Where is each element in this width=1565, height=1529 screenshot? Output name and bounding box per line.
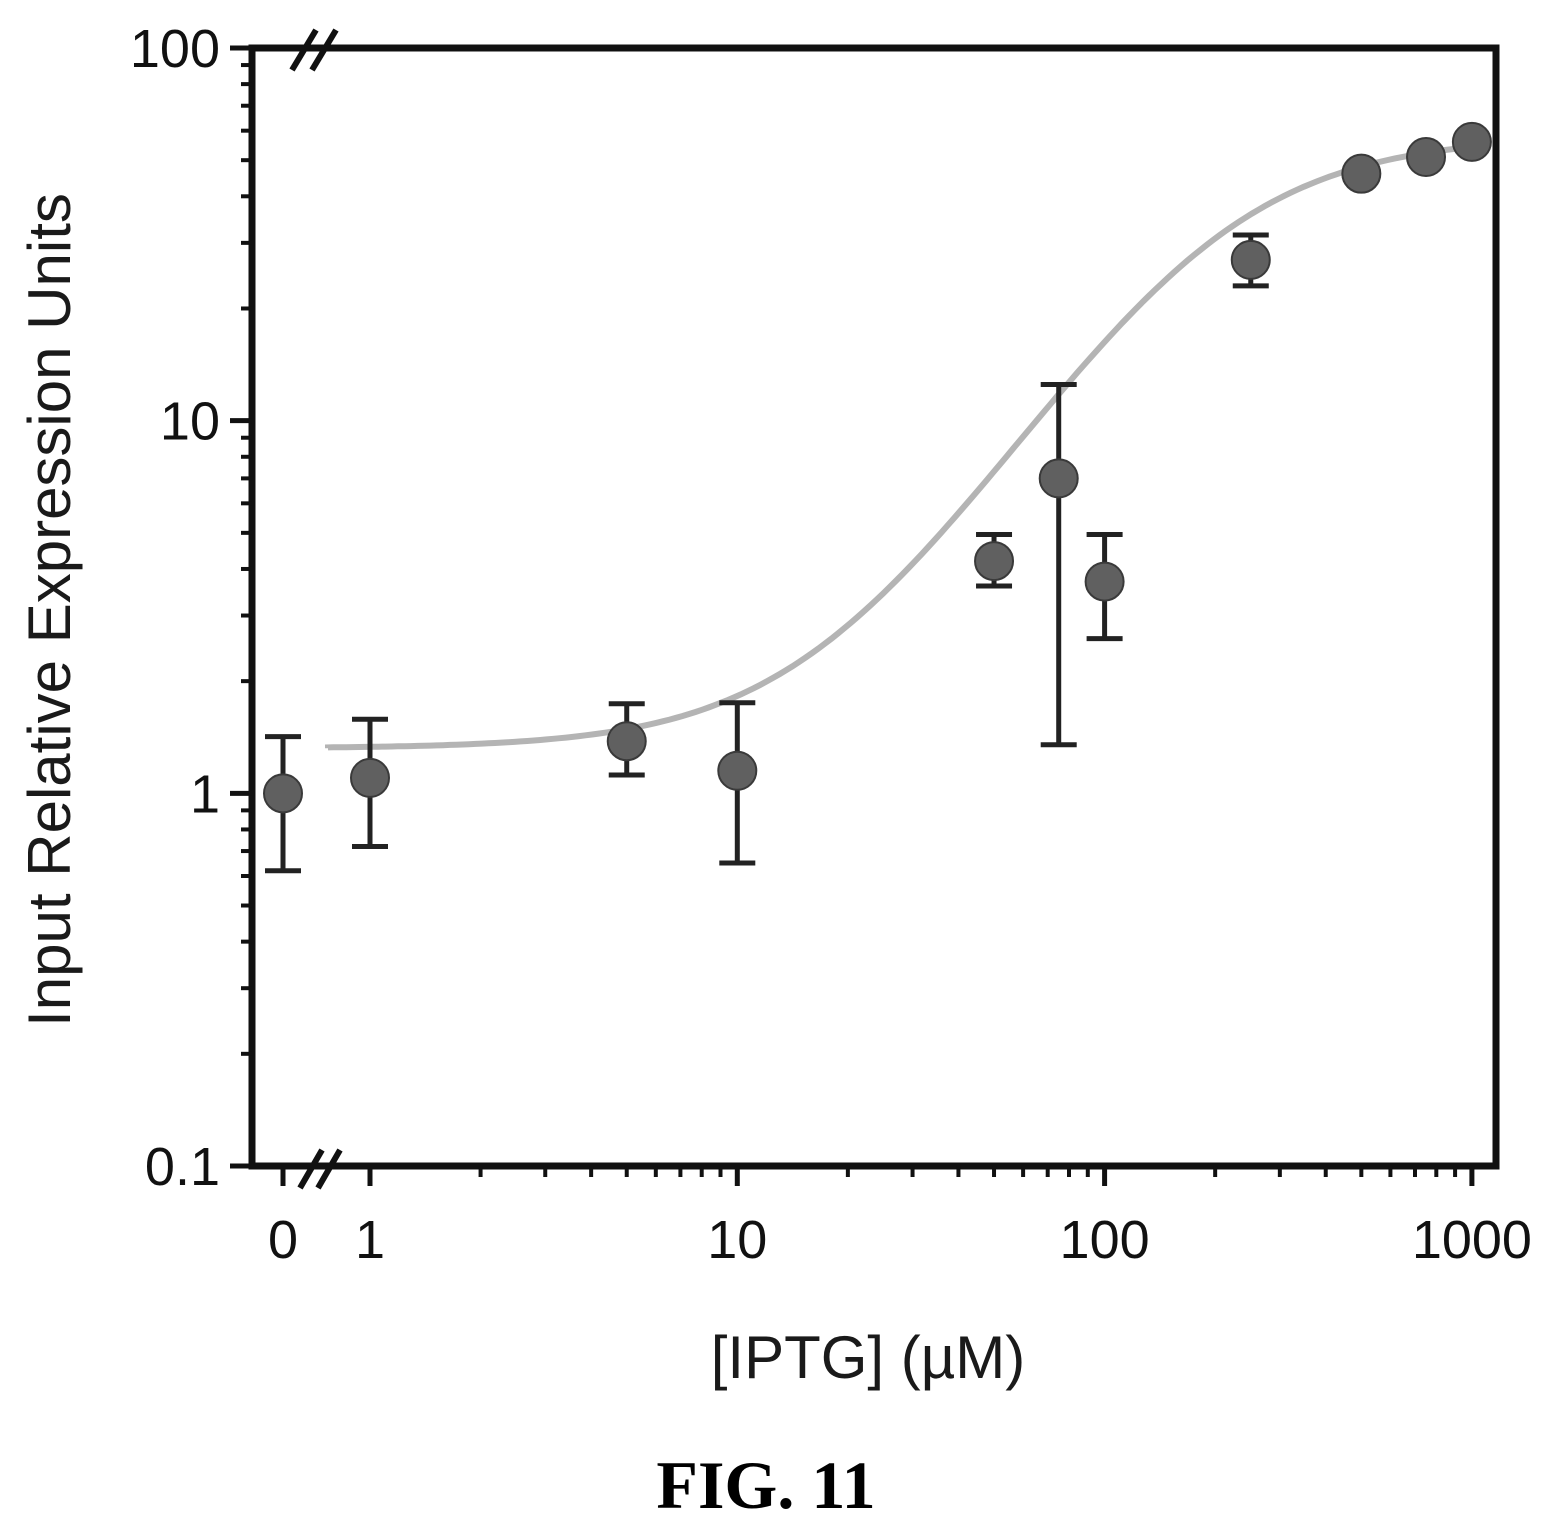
x-tick-label: 10 [707, 1210, 767, 1270]
fit-curve [325, 143, 1473, 751]
x-break-slash [315, 1148, 343, 1190]
data-point [1451, 121, 1492, 162]
y-axis-title: Input Relative Expression Units [16, 193, 83, 1027]
y-tick-label: 100 [130, 19, 220, 79]
error-bars-layer [265, 232, 1269, 874]
y-break-slash [309, 28, 339, 72]
x-tick-label: 100 [1060, 1210, 1150, 1270]
y-tick-label: 1 [190, 764, 220, 824]
data-point [1230, 239, 1271, 280]
y-axis-ticks [230, 45, 252, 1169]
data-point [1406, 136, 1447, 177]
data-point [263, 773, 303, 814]
plot-border [248, 44, 1500, 1170]
data-point [1341, 153, 1382, 194]
y-break-slash [289, 28, 319, 72]
data-point [350, 757, 390, 798]
y-tick-label: 10 [160, 392, 220, 452]
axis-break-marks [289, 28, 343, 1190]
data-point [717, 750, 758, 791]
data-point [1038, 458, 1079, 499]
x-tick-label: 0 [268, 1210, 298, 1270]
data-point [1084, 561, 1125, 602]
data-point [606, 721, 647, 762]
plot-frame [248, 44, 1500, 1170]
x-break-slash [297, 1148, 325, 1190]
figure-caption: FIG. 11 [656, 1447, 875, 1523]
x-tick-label: 1 [355, 1210, 385, 1270]
data-point [974, 541, 1015, 582]
y-tick-label: 0.1 [145, 1137, 220, 1197]
fit-curve-layer [325, 143, 1473, 751]
x-tick-label: 1000 [1412, 1210, 1532, 1270]
x-axis-title: [IPTG] (µM) [711, 1324, 1026, 1391]
data-points-layer [263, 121, 1492, 814]
x-axis-ticks [280, 1166, 1475, 1186]
